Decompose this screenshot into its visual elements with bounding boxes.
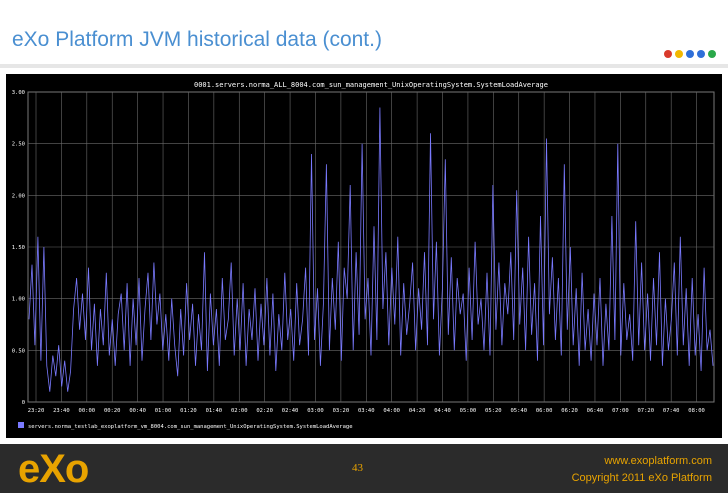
chart-panel: 0001.servers.norma_ALL_8004.com_sun_mana…	[6, 74, 722, 438]
x-tick-label: 04:20	[409, 408, 426, 414]
decorative-dots	[664, 50, 716, 58]
y-tick-label: 3.00	[12, 90, 25, 96]
x-tick-label: 04:00	[383, 408, 400, 414]
x-tick-label: 07:40	[663, 408, 680, 414]
footer-copyright: Copyright 2011 eXo Platform	[571, 472, 712, 484]
title-divider	[0, 64, 728, 68]
x-tick-label: 02:00	[231, 408, 248, 414]
x-tick-label: 00:40	[129, 408, 146, 414]
page-number: 43	[352, 462, 363, 474]
x-tick-label: 02:40	[282, 408, 299, 414]
x-tick-label: 05:40	[510, 408, 527, 414]
chart-title: 0001.servers.norma_ALL_8004.com_sun_mana…	[194, 81, 548, 89]
x-tick-label: 08:00	[688, 408, 705, 414]
x-tick-label: 00:00	[79, 408, 96, 414]
dot-red	[664, 50, 672, 58]
footer-bar: eXo 43 www.exoplatform.com Copyright 201…	[0, 444, 728, 493]
exo-logo: eXo	[18, 447, 89, 491]
dot-blue	[686, 50, 694, 58]
x-tick-label: 07:00	[612, 408, 629, 414]
y-tick-label: 2.50	[12, 142, 25, 148]
x-tick-label: 06:00	[536, 408, 553, 414]
x-tick-label: 23:20	[28, 408, 45, 414]
x-tick-label: 06:20	[561, 408, 578, 414]
x-tick-label: 23:40	[53, 408, 70, 414]
y-tick-label: 0.50	[12, 348, 25, 354]
slide-title: eXo Platform JVM historical data (cont.)	[12, 28, 382, 51]
x-tick-label: 00:20	[104, 408, 121, 414]
x-tick-label: 01:40	[206, 408, 223, 414]
y-tick-label: 0	[22, 400, 25, 406]
footer-url-link[interactable]: www.exoplatform.com	[604, 455, 712, 467]
dot-green	[708, 50, 716, 58]
y-tick-label: 2.00	[12, 193, 25, 199]
legend-label: servers.norma_testlab_exoplatform_vm_800…	[28, 424, 353, 430]
x-tick-label: 03:40	[358, 408, 375, 414]
x-tick-label: 02:20	[256, 408, 273, 414]
x-tick-label: 01:00	[155, 408, 172, 414]
y-tick-label: 1.00	[12, 297, 25, 303]
x-tick-label: 01:20	[180, 408, 197, 414]
x-tick-label: 03:00	[307, 408, 324, 414]
x-tick-label: 06:40	[587, 408, 604, 414]
x-tick-label: 07:20	[637, 408, 654, 414]
x-tick-label: 04:40	[434, 408, 451, 414]
x-tick-label: 03:20	[333, 408, 350, 414]
dot-yellow	[675, 50, 683, 58]
legend-swatch	[18, 422, 24, 428]
dot-blue-2	[697, 50, 705, 58]
x-tick-label: 05:00	[460, 408, 477, 414]
x-tick-label: 05:20	[485, 408, 502, 414]
load-average-chart: 0001.servers.norma_ALL_8004.com_sun_mana…	[12, 81, 715, 430]
series-line	[28, 107, 714, 392]
y-tick-label: 1.50	[12, 245, 25, 251]
